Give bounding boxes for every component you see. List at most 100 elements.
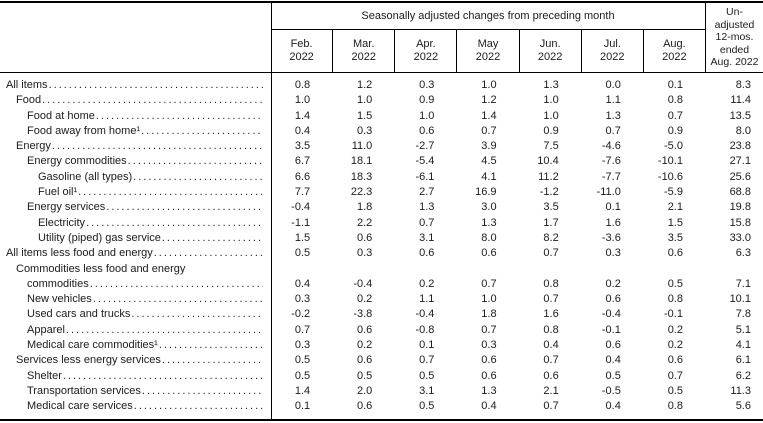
cell-unadjusted-12mo: 11.3 <box>730 384 751 397</box>
table-row: Fuel oil¹ 7.7 22.3 2.7 16.9 -1.2 -11.0 -5.9 68.8 <box>0 185 763 200</box>
year-label: 2022 <box>662 51 687 63</box>
row-label-text: Fuel oil¹ <box>38 186 78 199</box>
row-label-text: Food <box>16 94 42 107</box>
row-label-text: Food at home <box>27 109 95 122</box>
cell-month-1: -3.8 <box>353 308 373 321</box>
row-label-text: All items <box>6 79 48 91</box>
table-row: Apparel 0.7 0.6 -0.8 0.7 0.8 -0.1 0.2 5.1 <box>0 323 763 338</box>
cell-month-6: -10.6 <box>657 170 683 183</box>
cell-month-4: 1.7 <box>543 216 559 229</box>
cell-month-3: 4.1 <box>481 170 497 183</box>
cell-month-0: 0.4 <box>294 277 311 290</box>
cell-month-6: 0.7 <box>667 109 683 122</box>
cell-month-4: -1.2 <box>539 186 559 199</box>
cell-unadjusted-12mo: 13.5 <box>729 109 751 122</box>
row-label: Shelter <box>0 369 271 384</box>
cell-month-6: 3.5 <box>667 231 683 244</box>
cell-month-1: 0.6 <box>356 323 373 336</box>
cell-month-6: 0.1 <box>667 79 683 91</box>
row-label: All items less food and energy <box>0 246 271 261</box>
cell-month-4: 11.2 <box>538 170 559 183</box>
cell-month-5: 0.1 <box>605 201 621 214</box>
month-label: Mar. <box>353 38 375 50</box>
cell-month-1: 1.5 <box>356 109 373 122</box>
cell-month-2: 1.1 <box>419 293 435 306</box>
cell-month-3: 1.3 <box>481 216 497 229</box>
cell-unadjusted-12mo: 4.1 <box>735 339 751 352</box>
dot-leader <box>41 93 263 108</box>
year-label: 2022 <box>413 51 439 63</box>
unadjusted-header-line: Un- <box>726 6 743 19</box>
cell-month-3: 0.6 <box>481 247 497 260</box>
cell-month-1: 18.1 <box>350 155 373 168</box>
month-label: Apr. <box>416 38 436 50</box>
cell-unadjusted-12mo: 15.8 <box>729 216 751 229</box>
row-label-text: Medical care commodities¹ <box>27 339 158 352</box>
row-label: Services less energy services <box>0 353 271 368</box>
cell-month-3: 16.9 <box>475 186 497 199</box>
row-label: Transportation services <box>0 384 271 399</box>
row-label: Gasoline (all types) <box>0 170 271 185</box>
row-label-text: Gasoline (all types) <box>38 170 133 183</box>
cell-month-4: 10.4 <box>537 155 559 168</box>
cell-month-1: 0.5 <box>356 369 373 382</box>
cell-month-6: 2.1 <box>667 201 683 214</box>
column-header-feb-2022: Feb. 2022 <box>271 30 334 72</box>
dot-leader <box>105 200 263 215</box>
cell-month-5: 1.1 <box>605 94 621 107</box>
row-label-text: Energy <box>16 140 51 153</box>
table-row: Electricity -1.1 2.2 0.7 1.3 1.7 1.6 1.5 15.8 <box>0 216 763 231</box>
cell-month-2: -2.7 <box>415 140 435 153</box>
cell-month-4: 0.7 <box>543 247 559 260</box>
cell-month-2: 0.6 <box>419 247 435 260</box>
cell-month-1: 22.3 <box>350 186 373 199</box>
row-label-text: Energy services <box>27 201 106 214</box>
cell-month-2: 1.0 <box>419 109 435 122</box>
cell-month-1: 18.3 <box>350 170 373 183</box>
row-label: Food <box>0 93 271 108</box>
row-label-text: Used cars and trucks <box>27 308 131 321</box>
row-label: Commodities less food and energy commodit… <box>0 262 271 293</box>
cell-month-3: 3.9 <box>481 140 497 153</box>
cell-month-6: 0.5 <box>667 384 683 397</box>
cell-month-5: -4.6 <box>601 140 621 153</box>
dot-leader <box>77 185 263 200</box>
cell-month-6: -0.1 <box>664 308 683 321</box>
dot-leader <box>141 384 263 399</box>
dot-leader <box>153 246 263 261</box>
cell-month-2: 0.1 <box>419 339 435 352</box>
cell-month-4: 0.4 <box>543 339 559 352</box>
table-row: Medical care commodities¹ 0.3 0.2 0.1 0.3 0.4… <box>0 338 763 353</box>
cell-month-4: 0.7 <box>543 354 559 367</box>
cell-month-2: 0.7 <box>419 354 435 367</box>
cell-month-0: -0.4 <box>291 201 311 214</box>
column-header-unadjusted-12mo: Un- adjusted 12-mos. ended Aug. 2022 <box>706 3 763 72</box>
row-label-text: Apparel <box>27 323 65 336</box>
table-row: Transportation services 1.4 2.0 3.1 1.3 2.1 -0… <box>0 384 763 399</box>
row-label: Food at home <box>0 109 271 124</box>
cell-month-5: 0.6 <box>605 339 621 352</box>
year-label: 2022 <box>600 51 625 63</box>
row-label: Energy commodities <box>0 154 271 169</box>
table-row: Food at home 1.4 1.5 1.0 1.4 1.0 1.3 0.7 13.5 <box>0 109 763 124</box>
row-label: Energy <box>0 139 271 154</box>
cell-month-4: 1.3 <box>543 79 559 91</box>
row-label-text: Shelter <box>27 369 62 382</box>
cell-month-5: 1.6 <box>605 216 621 229</box>
cell-month-0: 0.4 <box>294 124 311 137</box>
cell-month-6: 0.9 <box>667 124 683 137</box>
row-label: Medical care services <box>0 399 271 414</box>
cell-unadjusted-12mo: 23.8 <box>729 140 751 153</box>
cell-month-0: 1.4 <box>294 109 311 122</box>
table-row: All items less food and energy 0.5 0.3 0.6 0… <box>0 246 763 261</box>
table-body: All items 0.8 1.2 0.3 1.0 1.3 0.0 0.1 8.3 Food 1.0… <box>0 73 763 415</box>
cell-month-0: 6.6 <box>294 170 311 183</box>
cell-month-4: 7.5 <box>543 140 559 153</box>
cell-month-3: 0.3 <box>481 339 497 352</box>
dot-leader <box>62 369 263 384</box>
cell-unadjusted-12mo: 5.1 <box>735 323 751 336</box>
cell-month-5: -7.7 <box>601 170 621 183</box>
cell-month-5: -7.6 <box>601 155 621 168</box>
cell-unadjusted-12mo: 11.4 <box>730 94 751 107</box>
